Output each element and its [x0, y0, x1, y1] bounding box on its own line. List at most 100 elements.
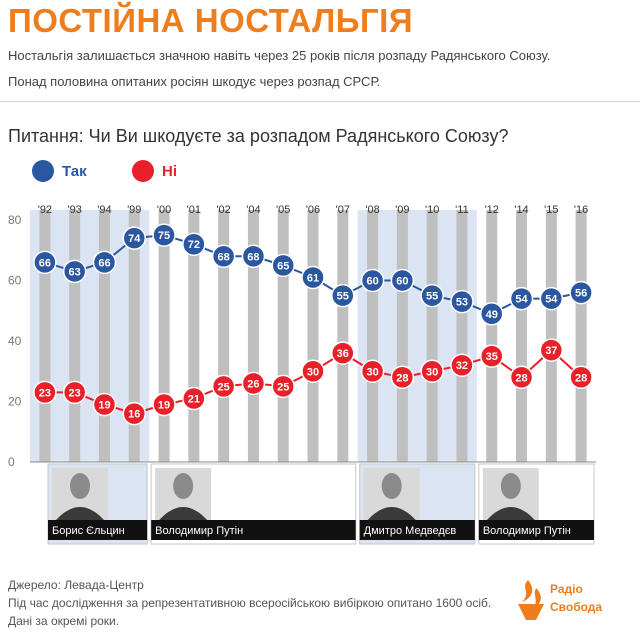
year-bar-10 — [337, 210, 349, 462]
leader-photo-head-3 — [500, 473, 521, 499]
x-tick-label-13: '10 — [425, 204, 439, 216]
data-label-1-16: 28 — [515, 372, 527, 384]
y-tick-label-0: 0 — [8, 455, 15, 469]
data-point-1-0 — [33, 380, 57, 405]
data-point-1-6 — [211, 374, 236, 399]
leader-name-bar-3 — [478, 520, 594, 540]
y-tick-label-40: 40 — [8, 334, 22, 348]
data-point-1-3 — [122, 401, 147, 426]
data-point-0-17 — [539, 286, 564, 311]
data-point-1-1 — [62, 380, 87, 405]
x-tick-label-17: '15 — [544, 204, 558, 216]
nostalgia-line-chart: 0 20 40 60 80 '92 '93 '94 '99 '00 '01 '02 '04 '05 '06 '… — [8, 204, 596, 545]
data-label-0-7: 68 — [247, 251, 259, 263]
data-label-0-0: 66 — [39, 257, 51, 269]
y-tick-label-80: 80 — [8, 213, 22, 227]
leader-name-bar-1 — [151, 520, 356, 540]
data-label-0-8: 65 — [277, 260, 289, 272]
data-label-1-9: 30 — [307, 366, 319, 378]
x-tick-label-16: '14 — [514, 204, 528, 216]
year-bar-4 — [158, 210, 170, 462]
year-bar-9 — [307, 210, 319, 462]
year-bar-8 — [277, 210, 289, 462]
legend-no-marker — [132, 160, 154, 182]
data-label-1-18: 28 — [575, 372, 587, 384]
logo-flame-icon — [518, 580, 544, 620]
year-bar-17 — [545, 210, 557, 462]
leader-name-2: Дмитро Медведєв — [364, 525, 457, 537]
source-note: Джерело: Левада-Центр — [8, 578, 144, 592]
data-point-0-18 — [569, 280, 593, 305]
data-point-1-7 — [241, 371, 266, 396]
leader-name-3: Володимир Путін — [483, 525, 571, 537]
data-label-0-4: 75 — [158, 230, 170, 242]
data-point-1-9 — [301, 359, 325, 383]
data-point-1-11 — [360, 359, 385, 383]
data-point-0-1 — [62, 259, 87, 284]
data-label-0-13: 55 — [426, 291, 438, 303]
data-label-1-4: 19 — [158, 400, 170, 412]
data-label-0-9: 61 — [307, 272, 319, 284]
data-point-1-17 — [539, 338, 564, 362]
data-point-0-15 — [479, 302, 504, 326]
year-bar-14 — [456, 210, 468, 462]
legend-yes-label: Так — [62, 162, 87, 180]
legend-item-yes: Так — [32, 160, 87, 182]
year-bar-15 — [486, 210, 498, 462]
data-label-1-5: 21 — [188, 393, 200, 405]
year-bar-5 — [188, 210, 200, 462]
data-point-1-8 — [271, 374, 295, 399]
data-label-1-1: 23 — [69, 387, 81, 399]
radio-svoboda-logo: Радіо Свобода — [514, 578, 624, 628]
data-point-1-5 — [182, 386, 206, 411]
y-tick-label-20: 20 — [8, 395, 22, 409]
year-bar-16 — [516, 210, 528, 462]
data-label-1-7: 26 — [247, 378, 259, 390]
x-tick-label-14: '11 — [455, 204, 469, 216]
data-point-1-14 — [450, 353, 474, 377]
data-label-1-15: 35 — [486, 351, 498, 363]
data-label-0-12: 60 — [396, 276, 408, 288]
data-point-1-12 — [390, 365, 415, 390]
x-tick-label-7: '04 — [246, 204, 260, 216]
leader-photo-body-1 — [159, 507, 208, 520]
data-point-1-2 — [92, 392, 117, 417]
data-label-1-14: 32 — [456, 360, 468, 372]
data-label-0-18: 56 — [575, 288, 587, 300]
leader-photo-body-0 — [56, 507, 104, 520]
leader-photo-body-3 — [486, 507, 535, 520]
legend-no-label: Ні — [162, 162, 177, 180]
legend-item-no: Ні — [132, 160, 177, 182]
logo-line-1: Радіо — [550, 582, 583, 596]
x-tick-label-9: '06 — [306, 204, 320, 216]
x-tick-label-10: '07 — [336, 204, 350, 216]
data-point-1-10 — [331, 341, 355, 365]
data-label-0-6: 68 — [218, 251, 230, 263]
legend-yes-marker — [32, 160, 54, 182]
data-point-1-18 — [569, 365, 593, 390]
page-title: ПОСТІЙНА НОСТАЛЬГІЯ — [8, 2, 414, 39]
divider — [0, 101, 640, 102]
data-label-1-2: 19 — [98, 400, 110, 412]
year-bar-12 — [396, 210, 408, 462]
year-bar-11 — [367, 210, 379, 462]
data-label-0-14: 53 — [456, 297, 468, 309]
leader-name-bar-0 — [48, 520, 148, 540]
leader-photo-head-0 — [70, 473, 90, 499]
data-point-1-15 — [479, 344, 504, 368]
data-point-0-12 — [390, 268, 415, 293]
year-bar-2 — [98, 210, 110, 462]
subtitle-2: Понад половина опитаних росіян шкодує че… — [8, 74, 381, 89]
year-bar-18 — [575, 210, 587, 462]
data-label-1-8: 25 — [277, 381, 289, 393]
x-tick-label-15: '12 — [485, 204, 499, 216]
data-point-1-13 — [420, 359, 444, 383]
year-bar-1 — [69, 210, 81, 462]
data-point-0-10 — [331, 283, 355, 308]
data-point-0-4 — [152, 223, 176, 247]
year-bar-13 — [426, 210, 438, 462]
data-point-0-13 — [420, 283, 444, 308]
x-tick-label-6: '02 — [216, 204, 230, 216]
data-label-0-1: 63 — [69, 266, 81, 278]
question-text: Питання: Чи Ви шкодуєте за розпадом Радя… — [8, 126, 509, 146]
